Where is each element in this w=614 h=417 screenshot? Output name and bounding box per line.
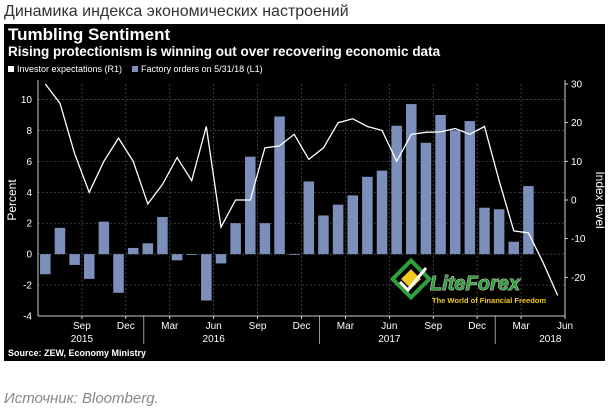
y2-axis-title: Index level	[593, 171, 605, 228]
x-tick-label: Dec	[468, 321, 486, 332]
bar	[98, 221, 110, 255]
y-tick-label: 6	[26, 157, 32, 168]
bar	[362, 176, 373, 255]
bar	[40, 254, 51, 275]
y2-tick-label: 10	[571, 157, 583, 168]
legend-bar-swatch	[132, 66, 139, 72]
chart-source: Source: ZEW, Economy Ministry	[8, 348, 147, 358]
chart-title: Tumbling Sentiment	[8, 25, 171, 44]
bar-layer	[40, 104, 534, 301]
bar	[157, 217, 168, 255]
bar	[142, 243, 154, 255]
x-tick-label: Sep	[249, 321, 267, 332]
bar	[420, 142, 432, 255]
y2-tick-label: 0	[571, 196, 577, 207]
y2-tick-label: 20	[571, 118, 583, 129]
bar	[69, 254, 80, 265]
y-axis-title: Percent	[5, 179, 19, 221]
bar	[215, 254, 227, 264]
bar	[435, 114, 446, 255]
x-tick-label: Jun	[381, 321, 397, 332]
bar	[127, 247, 139, 255]
x-tick-label: Dec	[117, 321, 135, 332]
bar	[493, 209, 505, 255]
y-tick-label: 4	[26, 188, 32, 199]
y-tick-label: 10	[21, 95, 33, 106]
bar	[391, 125, 402, 255]
line-layer	[44, 83, 559, 296]
y2-tick-label: -20	[571, 273, 586, 284]
page-heading: Динамика индекса экономических настроени…	[4, 3, 349, 20]
bar	[332, 204, 344, 255]
x-tick-label: Dec	[293, 321, 311, 332]
x-year-label: 2015	[71, 334, 94, 345]
bar	[230, 223, 241, 255]
legend-bar-label: Factory orders on 5/31/18 (L1)	[141, 64, 263, 74]
bar	[113, 254, 124, 293]
y2-tick-label: 30	[571, 80, 583, 91]
x-year-label: 2017	[378, 334, 401, 345]
bar	[508, 241, 520, 255]
bar	[201, 254, 212, 301]
liteforex-logo-icon	[389, 257, 433, 301]
legend-line-swatch	[8, 66, 14, 72]
x-tick-label: Mar	[161, 321, 179, 332]
bar	[303, 181, 315, 255]
investor-expectations-line	[44, 83, 559, 296]
y-tick-label: 8	[26, 126, 32, 137]
bar	[54, 227, 66, 255]
x-tick-label: Mar	[337, 321, 355, 332]
bar	[244, 156, 256, 255]
y-tick-label: 0	[26, 250, 32, 261]
bar	[376, 170, 388, 255]
bar	[479, 207, 490, 255]
source-footnote: Источник: Bloomberg.	[4, 390, 159, 407]
bar	[186, 254, 197, 255]
bar	[347, 195, 359, 255]
x-tick-label: Jun	[206, 321, 222, 332]
bar	[259, 223, 271, 255]
chart-subtitle: Rising protectionism is winning out over…	[8, 44, 441, 59]
legend: Investor expectations (R1) Factory order…	[8, 64, 263, 74]
x-tick-label: Sep	[424, 321, 442, 332]
x-year-label: 2016	[203, 334, 226, 345]
bar	[288, 254, 300, 255]
bar	[83, 254, 95, 279]
legend-line-label: Investor expectations (R1)	[17, 64, 123, 74]
bar	[449, 130, 461, 255]
bar	[171, 254, 183, 261]
liteforex-watermark: LiteForex The World of Financial Freedom	[389, 257, 546, 305]
bar	[523, 186, 534, 255]
y-tick-label: 2	[26, 219, 32, 230]
y-tick-label: -2	[23, 281, 32, 292]
bar	[274, 116, 285, 255]
x-tick-label: Sep	[73, 321, 91, 332]
watermark-brand: LiteForex	[430, 273, 521, 295]
y-tick-label: -4	[23, 312, 32, 323]
x-year-label: 2018	[539, 334, 562, 345]
chart-panel: Tumbling Sentiment Rising protectionism …	[4, 24, 605, 361]
bar	[406, 104, 417, 255]
watermark-tagline: The World of Financial Freedom	[432, 296, 546, 305]
y2-tick-label: -10	[571, 234, 586, 245]
x-tick-label: Jun	[557, 321, 573, 332]
bar	[318, 215, 329, 255]
bar	[464, 121, 476, 255]
x-tick-label: Mar	[512, 321, 530, 332]
